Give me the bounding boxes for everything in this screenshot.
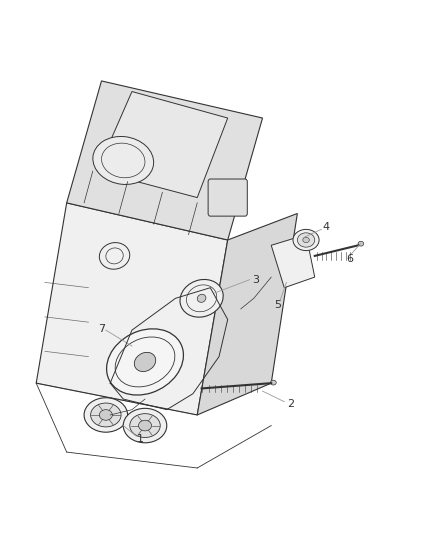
Ellipse shape	[358, 241, 364, 246]
Ellipse shape	[293, 229, 319, 251]
Text: 3: 3	[252, 274, 259, 285]
Text: 4: 4	[322, 222, 329, 232]
Ellipse shape	[123, 408, 167, 443]
Text: 1: 1	[137, 434, 144, 444]
Ellipse shape	[106, 329, 184, 395]
Text: 5: 5	[274, 300, 281, 310]
Ellipse shape	[138, 420, 152, 431]
Polygon shape	[197, 214, 297, 415]
Text: 7: 7	[98, 324, 105, 334]
Polygon shape	[97, 92, 228, 198]
Ellipse shape	[99, 410, 113, 420]
Ellipse shape	[134, 352, 155, 372]
Ellipse shape	[297, 233, 315, 247]
Ellipse shape	[180, 279, 223, 317]
Polygon shape	[271, 235, 315, 288]
Ellipse shape	[99, 243, 130, 269]
FancyBboxPatch shape	[208, 179, 247, 216]
Ellipse shape	[130, 414, 160, 438]
Text: 6: 6	[346, 254, 353, 263]
Ellipse shape	[91, 403, 121, 427]
Ellipse shape	[197, 294, 206, 302]
Polygon shape	[67, 81, 262, 240]
Ellipse shape	[271, 380, 276, 385]
Text: 2: 2	[287, 399, 294, 409]
Ellipse shape	[93, 136, 154, 184]
Polygon shape	[36, 203, 228, 415]
Ellipse shape	[303, 237, 309, 243]
Ellipse shape	[84, 398, 127, 432]
